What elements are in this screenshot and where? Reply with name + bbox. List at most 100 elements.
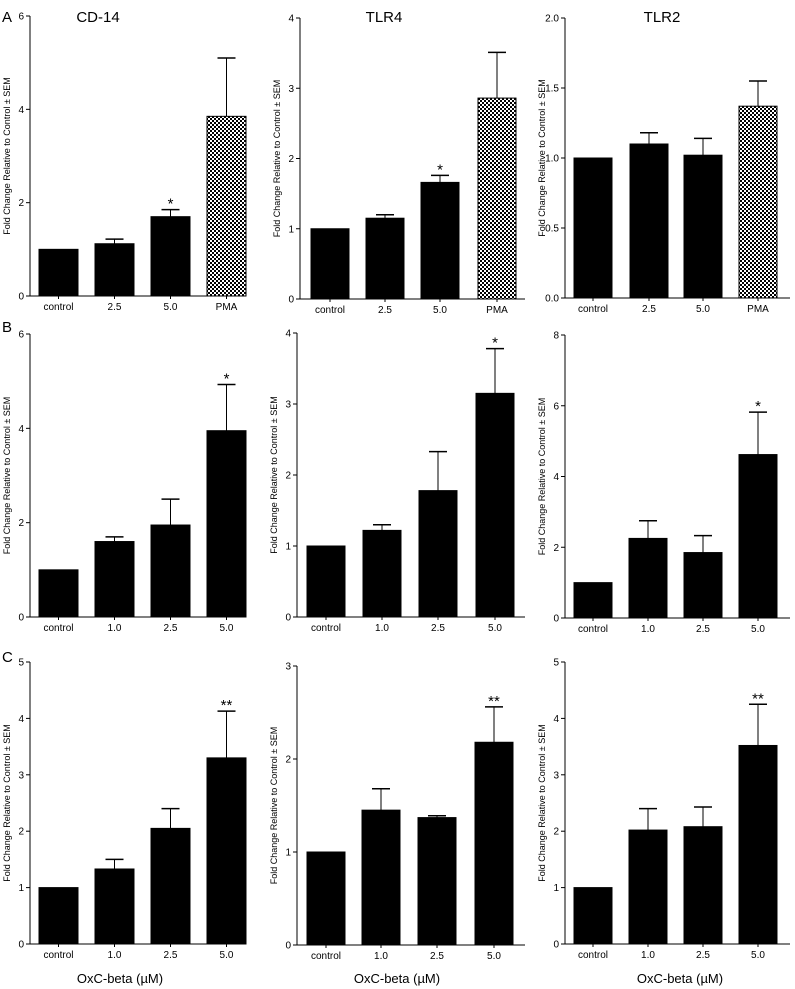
y-tick-label: 0	[285, 613, 291, 624]
x-axis-label-middle: OxC-beta (µM)	[354, 971, 440, 986]
chart-4: 0 2 4 6 Fold Change Relative to Control ± SE…	[2, 330, 247, 634]
y-tick-label: 1	[553, 883, 559, 894]
y-axis-label: Fold Change Relative to Control ± SEM	[537, 79, 547, 237]
y-tick-label: 0	[18, 292, 24, 303]
y-tick-label: 0.0	[545, 294, 559, 305]
y-tick-label: 0	[18, 940, 24, 951]
y-tick-label: 1	[285, 848, 291, 859]
y-axis-label: Fold Change Relative to Control ± SEM	[2, 724, 12, 882]
bar	[206, 115, 247, 297]
x-tick-label: 2.5	[378, 305, 392, 316]
y-tick-label: 0.5	[545, 224, 559, 235]
y-axis-label: Fold Change Relative to Control ± SEM	[269, 396, 279, 554]
y-tick-label: 0	[288, 295, 294, 306]
x-tick-label: 2.5	[430, 951, 444, 962]
y-tick-label: 5	[18, 658, 24, 669]
x-tick-label: 5.0	[487, 951, 501, 962]
significance-marker: *	[755, 398, 761, 415]
x-tick-label: 5.0	[433, 305, 447, 316]
bar	[418, 490, 458, 618]
chart-6: 0 2 4 6 8 Fold Change Relative to Control ± S…	[537, 331, 790, 635]
x-tick-label: 1.0	[374, 951, 388, 962]
y-tick-label: 1	[285, 542, 291, 553]
bar	[475, 392, 515, 618]
y-tick-label: 1.0	[545, 154, 559, 165]
x-tick-label: 2.5	[431, 623, 445, 634]
y-tick-label: 2	[285, 471, 291, 482]
chart-2: 0 1 2 3 4 Fold Change Relative to Control ± S…	[272, 14, 525, 316]
panel-letter-b: B	[2, 319, 12, 336]
bar	[361, 809, 401, 946]
significance-marker: *	[224, 370, 230, 387]
significance-marker: *	[168, 196, 174, 213]
x-tick-label: 1.0	[375, 623, 389, 634]
y-tick-label: 6	[18, 330, 24, 341]
y-tick-label: 6	[553, 401, 559, 412]
bar	[38, 569, 79, 618]
x-tick-label: control	[43, 950, 73, 961]
x-tick-label: control	[43, 623, 73, 634]
bar	[365, 217, 405, 300]
chart-8: 0 1 2 3 Fold Change Relative to Control ± SE…	[269, 662, 525, 962]
bar	[38, 887, 79, 945]
significance-marker: *	[437, 161, 443, 178]
y-tick-label: 6	[18, 12, 24, 23]
x-tick-label: control	[578, 950, 608, 961]
x-tick-label: 2.5	[696, 950, 710, 961]
y-axis-label: Fold Change Relative to Control ± SEM	[269, 727, 279, 885]
y-tick-label: 2	[285, 755, 291, 766]
bar	[306, 545, 346, 618]
x-tick-label: 1.0	[108, 623, 122, 634]
x-tick-label: 5.0	[751, 950, 765, 961]
significance-marker: **	[221, 697, 233, 714]
bar	[38, 248, 79, 297]
column-title-cd14: CD-14	[76, 9, 119, 26]
y-tick-label: 3	[18, 770, 24, 781]
column-title-tlr2: TLR2	[644, 9, 681, 26]
y-tick-label: 2	[288, 154, 294, 165]
significance-marker: **	[488, 693, 500, 710]
x-tick-label: PMA	[486, 305, 508, 316]
x-axis-label-left: OxC-beta (µM)	[77, 971, 163, 986]
chart-7: 0 1 2 3 4 5 Fold Change Relative to Control ± …	[2, 658, 247, 961]
x-tick-label: control	[315, 305, 345, 316]
x-tick-label: 2.5	[642, 304, 656, 315]
chart-9: 0 1 2 3 4 5 Fold Change Relative to Control ± …	[537, 658, 790, 961]
x-tick-label: 2.5	[108, 302, 122, 313]
y-tick-label: 8	[553, 331, 559, 342]
bar	[150, 216, 191, 297]
bar	[94, 541, 135, 618]
bar	[738, 454, 778, 619]
chart-5: 0 1 2 3 4 Fold Change Relative to Control ± S…	[269, 329, 525, 634]
y-tick-label: 2.0	[545, 14, 559, 25]
y-tick-label: 0	[553, 614, 559, 625]
significance-marker: *	[492, 335, 498, 352]
chart-3: 0.0 0.5 1.0 1.5 2.0 Fold Change Relative to C…	[537, 14, 790, 315]
x-tick-label: 2.5	[164, 950, 178, 961]
y-tick-label: 3	[285, 662, 291, 673]
y-axis-label: Fold Change Relative to Control ± SEM	[2, 397, 12, 555]
x-tick-label: control	[311, 623, 341, 634]
x-tick-label: PMA	[747, 304, 769, 315]
x-tick-label: 5.0	[751, 624, 765, 635]
x-tick-label: control	[43, 302, 73, 313]
bar	[206, 430, 247, 618]
y-tick-label: 2	[18, 827, 24, 838]
y-tick-label: 1	[18, 883, 24, 894]
y-tick-label: 0	[285, 941, 291, 952]
y-axis-label: Fold Change Relative to Control ± SEM	[537, 398, 547, 556]
x-tick-label: 5.0	[220, 623, 234, 634]
bar	[629, 143, 669, 299]
bar	[420, 181, 460, 300]
bar	[94, 243, 135, 297]
x-tick-label: 1.0	[641, 624, 655, 635]
panel-letter-a: A	[2, 9, 12, 26]
y-tick-label: 4	[18, 105, 24, 116]
y-tick-label: 4	[285, 329, 291, 340]
y-tick-label: 5	[553, 658, 559, 669]
bar	[206, 757, 247, 945]
y-tick-label: 2	[553, 827, 559, 838]
x-tick-label: PMA	[216, 302, 238, 313]
y-tick-label: 0	[553, 940, 559, 951]
